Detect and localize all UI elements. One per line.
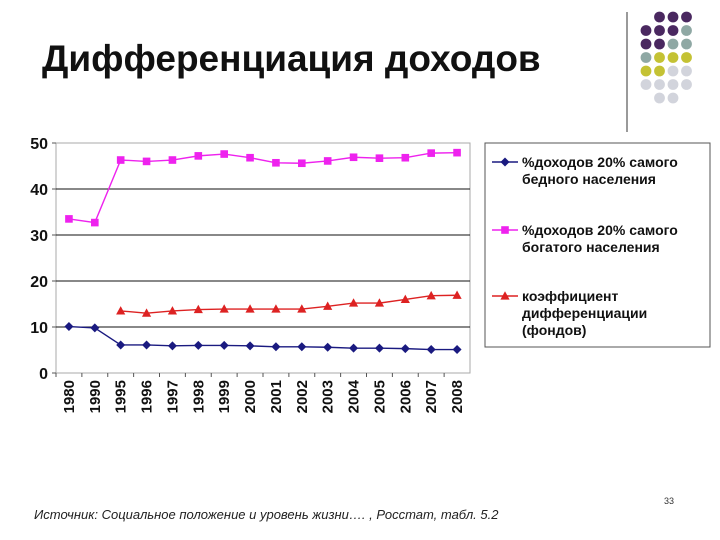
x-tick-label: 2003 <box>320 380 337 413</box>
y-tick-label: 20 <box>30 274 48 291</box>
x-tick-label: 2007 <box>423 380 440 413</box>
legend-box <box>484 142 711 348</box>
data-point <box>271 304 281 313</box>
data-point <box>116 340 126 350</box>
y-axis-ticks: 0 10 20 30 40 50 <box>30 136 56 383</box>
data-point <box>374 343 384 353</box>
page-number: 33 <box>664 496 675 506</box>
data-point <box>271 342 281 352</box>
y-tick-label: 50 <box>30 136 48 153</box>
data-point <box>400 344 410 354</box>
data-point <box>142 340 152 350</box>
data-point <box>116 306 126 315</box>
x-tick-label: 2002 <box>294 380 311 413</box>
data-point <box>245 304 255 313</box>
y-tick-label: 10 <box>30 320 48 337</box>
data-point <box>452 290 462 299</box>
series-2 <box>65 148 461 227</box>
legend-label: %доходов 20% самого богатого населения <box>522 222 678 255</box>
data-point <box>348 298 359 307</box>
data-point <box>168 156 177 164</box>
data-point <box>245 341 255 351</box>
x-tick-label: 1998 <box>190 380 207 413</box>
data-point <box>375 154 384 162</box>
x-tick-label: 1999 <box>216 380 233 413</box>
data-point <box>193 340 203 350</box>
data-point <box>141 308 152 317</box>
x-tick-label: 1995 <box>113 380 130 413</box>
x-tick-label: 2000 <box>242 380 259 413</box>
data-point <box>323 342 333 352</box>
data-point <box>90 323 100 333</box>
data-point <box>323 301 333 310</box>
data-point <box>194 152 203 160</box>
data-point <box>193 304 203 314</box>
grid-lines <box>56 188 470 328</box>
data-point <box>400 294 410 303</box>
data-point <box>272 158 280 167</box>
y-tick-label: 0 <box>39 366 48 383</box>
data-point <box>220 150 228 158</box>
decorative-divider <box>626 12 628 132</box>
series-3 <box>116 290 462 317</box>
data-point <box>426 345 436 355</box>
data-point <box>297 304 307 313</box>
legend: %доходов 20% самого бедного населения %дох… <box>484 142 711 348</box>
x-tick-label: 2001 <box>268 380 285 413</box>
data-point <box>297 342 307 352</box>
data-point <box>401 153 410 162</box>
legend-label: коэффициент дифференциации (фондов) <box>522 288 647 338</box>
data-point <box>142 157 151 166</box>
data-point <box>427 149 435 157</box>
series-line <box>68 325 458 351</box>
series-group <box>64 148 462 355</box>
series-line <box>120 294 458 314</box>
x-tick-label: 2004 <box>346 379 363 413</box>
x-tick-label: 1990 <box>87 380 104 413</box>
data-point <box>64 322 74 332</box>
series-line <box>68 151 458 224</box>
legend-label: %доходов 20% самого бедного населения <box>522 154 678 187</box>
data-point <box>298 159 306 168</box>
data-point <box>167 306 178 315</box>
legend-marker <box>501 226 509 234</box>
series-1 <box>64 322 462 355</box>
data-point <box>452 345 462 355</box>
data-point <box>453 148 461 157</box>
data-point <box>246 153 254 162</box>
data-point <box>349 153 358 162</box>
legend-marker <box>500 157 510 167</box>
legend-marker <box>500 291 510 300</box>
x-tick-label: 2005 <box>371 380 388 413</box>
y-tick-label: 40 <box>30 182 48 199</box>
data-point <box>323 157 332 165</box>
data-point <box>374 298 385 307</box>
data-point <box>426 290 436 300</box>
data-point <box>349 343 359 353</box>
slide-title: Дифференциация доходов <box>42 38 541 79</box>
x-tick-label: 2006 <box>397 380 414 413</box>
x-tick-label: 1980 <box>61 380 78 413</box>
source-note: Источник: Социальное положение и уровень… <box>34 507 499 522</box>
x-tick-label: 2008 <box>449 380 466 413</box>
data-point <box>167 341 177 351</box>
x-tick-label: 1996 <box>139 380 156 413</box>
x-axis-ticks: 1980 1990 1995 1996 1997 1998 1999 2000 2001 2002… <box>55 373 466 413</box>
data-point <box>219 340 229 350</box>
y-tick-label: 30 <box>30 228 48 245</box>
x-tick-label: 1997 <box>164 380 181 413</box>
data-point <box>65 215 73 223</box>
data-point <box>219 304 229 313</box>
data-point <box>91 218 99 227</box>
plot-area <box>55 142 471 374</box>
data-point <box>116 156 125 164</box>
